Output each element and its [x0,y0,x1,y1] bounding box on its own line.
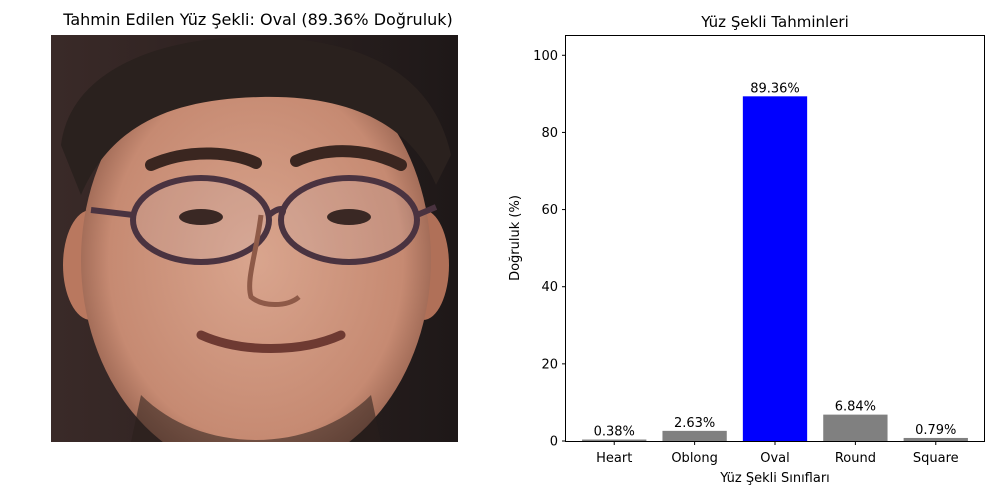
bar-square [903,437,968,441]
y-tick-label: 80 [541,126,558,141]
x-axis-label: Yüz Şekli Sınıfları [719,471,830,486]
face-photo-illustration [51,35,458,442]
predicted-shape-title: Tahmin Edilen Yüz Şekli: Oval (89.36% Do… [63,10,453,29]
chart-title: Yüz Şekli Tahminleri [700,13,849,31]
x-tick-label-square: Square [913,451,959,466]
plot-area-frame [565,35,985,442]
bar-heart [582,439,647,441]
y-axis: 0 20 40 60 80 100 [533,49,566,450]
bar-oblong [662,430,727,441]
y-tick-label: 20 [541,357,558,372]
data-label-round: 6.84% [835,400,876,415]
x-tick-label-oblong: Oblong [671,451,718,466]
data-label-square: 0.79% [915,423,956,438]
bar-oval [742,96,808,441]
y-tick-label: 60 [541,203,558,218]
bar-round [823,414,888,441]
x-tick-label-oval: Oval [760,451,790,466]
x-tick-label-round: Round [835,451,876,466]
data-label-oval: 89.36% [750,81,800,96]
y-tick-label: 100 [533,49,558,64]
data-label-oblong: 2.63% [674,416,715,431]
y-tick-label: 40 [541,280,558,295]
y-tick-label: 0 [550,435,558,450]
face-photo [51,35,458,442]
x-axis: Heart Oblong Oval Round Square [596,441,959,466]
x-tick-label-heart: Heart [596,451,632,466]
data-labels-group: 0.38% 2.63% 89.36% 6.84% 0.79% [594,81,957,439]
y-axis-label: Doğruluk (%) [508,195,523,281]
bars-group [582,96,968,441]
data-label-heart: 0.38% [594,425,635,440]
